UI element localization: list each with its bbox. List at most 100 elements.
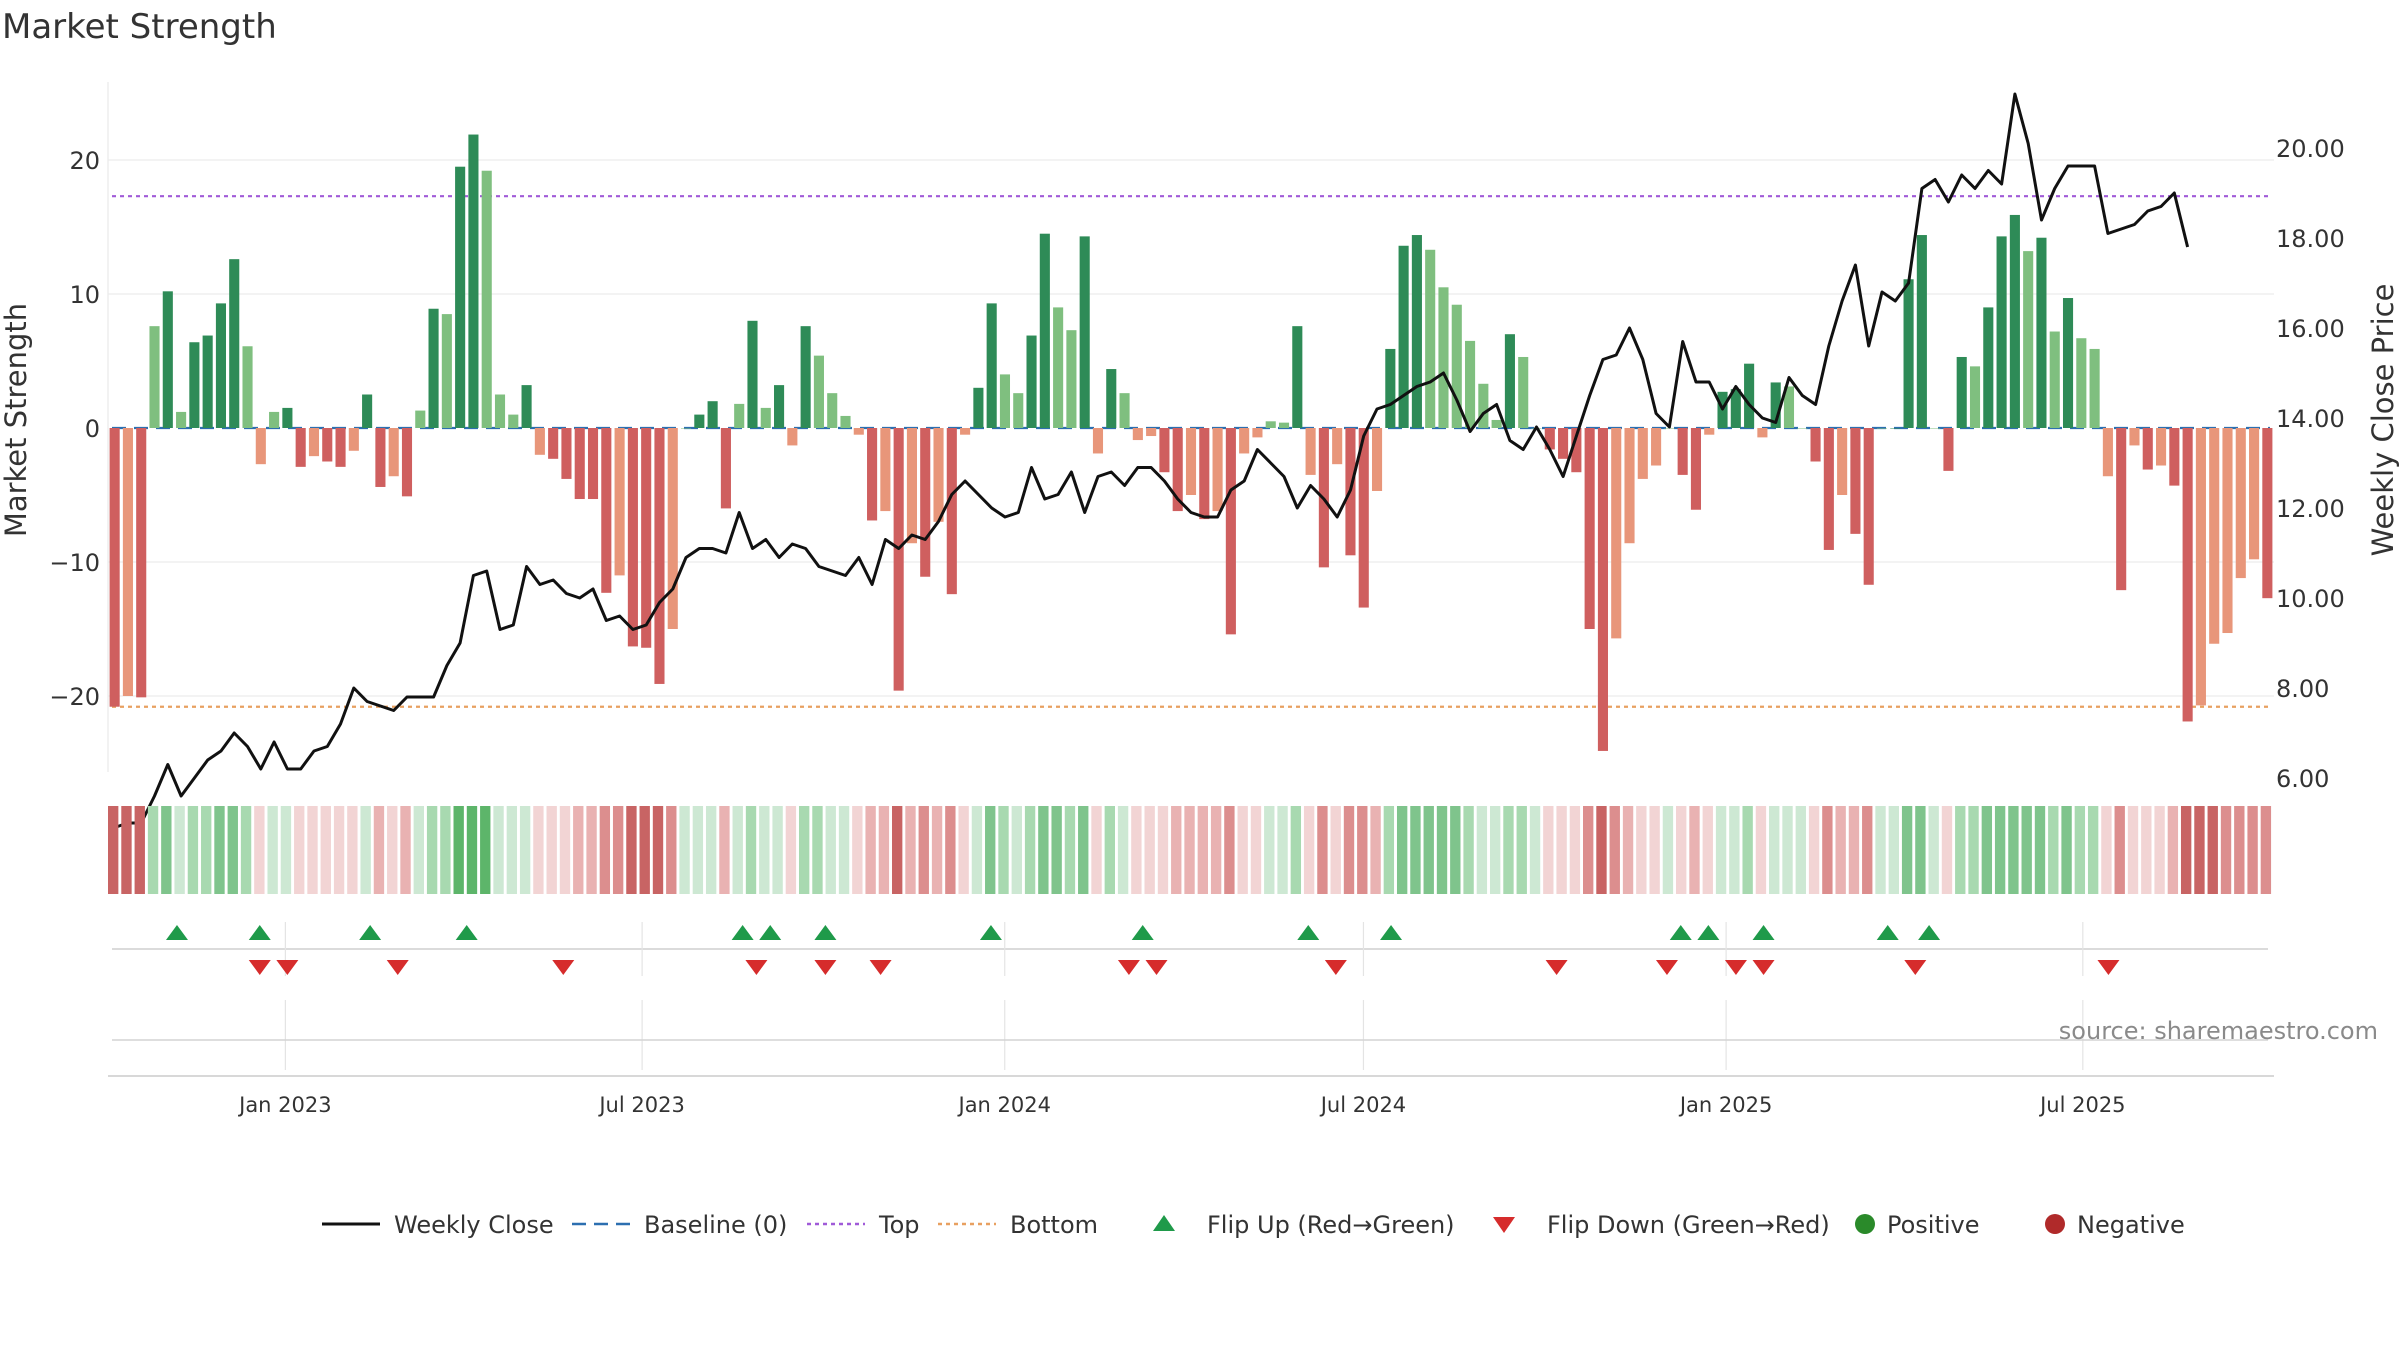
heat-cell	[161, 806, 172, 894]
strength-bar	[215, 303, 226, 428]
left-tick-label: −20	[49, 683, 100, 711]
strength-bar	[827, 393, 838, 428]
heat-cell	[1848, 806, 1860, 894]
heat-cell	[1197, 806, 1208, 894]
heat-cell	[1822, 806, 1833, 894]
heat-cell	[1104, 806, 1115, 894]
strength-bar	[1265, 421, 1276, 428]
flip-up-marker	[731, 925, 754, 940]
strength-bar	[2062, 298, 2074, 428]
heat-cell	[1184, 806, 1195, 894]
heat-cell	[254, 806, 265, 894]
heat-cell	[1370, 806, 1381, 894]
heat-cell	[1915, 806, 1926, 894]
heat-cell	[1303, 806, 1315, 894]
flip-up-marker	[1876, 925, 1899, 940]
heat-cell	[1330, 806, 1341, 894]
strength-bar	[880, 428, 891, 512]
strength-bar	[641, 428, 652, 648]
strength-bar	[1292, 326, 1303, 428]
heat-cell	[1888, 806, 1899, 894]
heat-cell	[865, 806, 876, 894]
strength-bar	[2036, 237, 2047, 428]
heat-cell	[1117, 806, 1129, 894]
strength-bar	[136, 428, 147, 698]
strength-bar	[2023, 251, 2034, 428]
flip-down-marker	[745, 960, 768, 975]
strength-bar	[1252, 428, 1263, 438]
heat-cell	[2087, 806, 2099, 894]
strength-bar	[1797, 428, 1808, 429]
heat-cell	[971, 806, 983, 894]
strength-bar	[1969, 366, 1981, 428]
flip-down-marker	[2097, 960, 2120, 975]
heat-cell	[1210, 806, 1222, 894]
heat-cell	[812, 806, 823, 894]
heat-cell	[227, 806, 238, 894]
heat-cell	[1476, 806, 1488, 894]
strength-bar	[1465, 340, 1476, 428]
heat-cell	[201, 806, 212, 894]
right-tick-label: 6.00	[2276, 765, 2329, 793]
strength-bar	[1651, 428, 1662, 466]
heat-cell	[692, 806, 704, 894]
strength-bar	[242, 346, 253, 428]
heat-cell	[1224, 806, 1235, 894]
strength-bar	[202, 335, 213, 428]
heat-cell	[918, 806, 929, 894]
strength-bar	[308, 428, 320, 457]
strength-bars	[109, 134, 2273, 751]
strength-bar	[494, 394, 506, 428]
strength-bar	[441, 314, 452, 428]
right-tick-label: 14.00	[2276, 405, 2345, 433]
strength-bar	[1066, 330, 1077, 428]
heat-cell	[1941, 806, 1953, 894]
heat-cell	[652, 806, 664, 894]
heat-cell	[1782, 806, 1793, 894]
strength-bar	[707, 401, 718, 428]
strength-bar	[720, 428, 731, 509]
heat-cell	[892, 806, 903, 894]
strength-bar	[1092, 428, 1104, 454]
strength-bar	[1425, 249, 1436, 428]
strength-bar	[2182, 428, 2193, 722]
strength-bar	[2222, 428, 2233, 634]
strength-bar	[1611, 428, 1622, 639]
heat-cell	[759, 806, 770, 894]
flip-up-marker	[979, 925, 1002, 940]
strength-bar	[295, 428, 306, 467]
strength-bar	[2116, 428, 2127, 591]
strength-bar	[1996, 236, 2007, 428]
heat-cell	[174, 806, 185, 894]
legend-swatch-flip-up	[1153, 1215, 1175, 1231]
heat-cell	[360, 806, 371, 894]
strength-bar	[1039, 233, 1050, 428]
right-tick-label: 16.00	[2276, 315, 2345, 343]
strength-bar	[1770, 382, 1781, 428]
strength-bar	[1518, 356, 1529, 428]
heat-cell	[1038, 806, 1049, 894]
heat-cell	[878, 806, 890, 894]
strength-bar	[362, 394, 373, 428]
strength-heat-strip	[108, 806, 2272, 894]
strength-bar	[1690, 428, 1702, 510]
heat-cell	[1091, 806, 1102, 894]
strength-bar	[694, 414, 705, 428]
heat-cell	[785, 806, 797, 894]
strength-bar	[2129, 428, 2140, 446]
flip-down-marker	[1904, 960, 1927, 975]
strength-bar	[255, 428, 266, 465]
left-tick-label: −10	[49, 549, 100, 577]
heat-cell	[679, 806, 690, 894]
strength-bar	[787, 428, 798, 446]
heat-cell	[958, 806, 969, 894]
flip-up-marker	[1380, 925, 1403, 940]
flip-down-marker	[276, 960, 299, 975]
strength-bar	[1451, 304, 1462, 428]
heat-cell	[838, 806, 850, 894]
heat-cell	[2154, 806, 2165, 894]
date-tick-label: Jan 2024	[957, 1093, 1052, 1117]
strength-bar	[1438, 287, 1449, 428]
heat-cell	[121, 806, 132, 894]
heat-cell	[666, 806, 677, 894]
